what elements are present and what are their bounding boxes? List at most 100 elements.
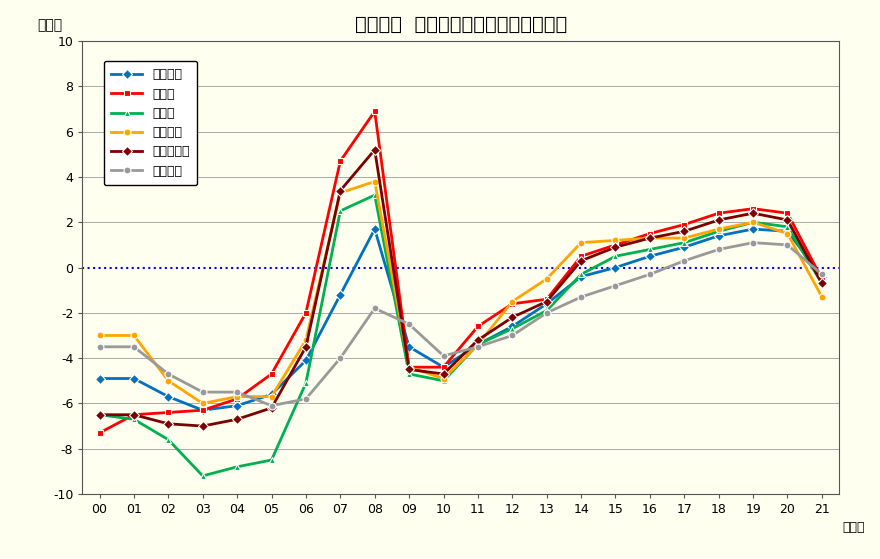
名古屋圈 bbox=[128, 332, 139, 339]
全国平均 bbox=[301, 357, 312, 364]
東京圈 bbox=[128, 411, 139, 418]
三大都市圈 bbox=[782, 217, 793, 224]
地方平均 bbox=[576, 293, 586, 300]
大阪圈 bbox=[267, 457, 277, 463]
三大都市圈 bbox=[197, 423, 208, 429]
全国平均 bbox=[404, 343, 414, 350]
名古屋圈 bbox=[610, 237, 620, 244]
Line: 大阪圈: 大阪圈 bbox=[96, 192, 825, 480]
三大都市圈 bbox=[128, 411, 139, 418]
地方平均 bbox=[231, 389, 242, 395]
東京圈 bbox=[473, 323, 483, 330]
東京圈 bbox=[335, 158, 346, 164]
三大都市圈 bbox=[714, 217, 724, 224]
地方平均 bbox=[335, 355, 346, 362]
地方平均 bbox=[370, 305, 380, 312]
地方平均 bbox=[197, 389, 208, 395]
東京圈 bbox=[301, 310, 312, 316]
東京圈 bbox=[679, 221, 690, 228]
三大都市圈 bbox=[610, 244, 620, 250]
Line: 全国平均: 全国平均 bbox=[96, 226, 825, 414]
名古屋圈 bbox=[370, 178, 380, 185]
Text: （％）: （％） bbox=[37, 18, 62, 32]
地方平均 bbox=[128, 343, 139, 350]
Legend: 全国平均, 東京圈, 大阪圈, 名古屋圈, 三大都市圈, 地方平均: 全国平均, 東京圈, 大阪圈, 名古屋圈, 三大都市圈, 地方平均 bbox=[104, 61, 197, 185]
地方平均 bbox=[163, 371, 173, 377]
大阪圈 bbox=[610, 253, 620, 259]
全国平均 bbox=[473, 341, 483, 348]
全国平均 bbox=[128, 375, 139, 382]
名古屋圈 bbox=[473, 341, 483, 348]
三大都市圈 bbox=[335, 187, 346, 194]
地方平均 bbox=[404, 321, 414, 328]
全国平均 bbox=[197, 407, 208, 414]
全国平均 bbox=[817, 273, 827, 280]
東京圈 bbox=[748, 205, 759, 212]
東京圈 bbox=[782, 210, 793, 216]
東京圈 bbox=[267, 371, 277, 377]
地方平均 bbox=[267, 402, 277, 409]
大阪圈 bbox=[301, 380, 312, 386]
全国平均 bbox=[370, 226, 380, 233]
三大都市圈 bbox=[370, 146, 380, 153]
東京圈 bbox=[576, 253, 586, 259]
地方平均 bbox=[679, 257, 690, 264]
地方平均 bbox=[817, 271, 827, 278]
大阪圈 bbox=[645, 246, 656, 253]
東京圈 bbox=[541, 296, 552, 302]
三大都市圈 bbox=[748, 210, 759, 216]
全国平均 bbox=[748, 226, 759, 233]
三大都市圈 bbox=[163, 420, 173, 427]
地方平均 bbox=[438, 353, 449, 359]
大阪圈 bbox=[782, 224, 793, 230]
東京圈 bbox=[231, 396, 242, 402]
地方平均 bbox=[94, 343, 105, 350]
全国平均 bbox=[163, 394, 173, 400]
名古屋圈 bbox=[231, 394, 242, 400]
Text: （年）: （年） bbox=[843, 521, 865, 534]
名古屋圈 bbox=[817, 293, 827, 300]
三大都市圈 bbox=[404, 366, 414, 373]
大阪圈 bbox=[370, 192, 380, 198]
名古屋圈 bbox=[576, 239, 586, 246]
三大都市圈 bbox=[541, 298, 552, 305]
Title: 公示価格  年別変動率の推移（全用途）: 公示価格 年別変動率の推移（全用途） bbox=[355, 15, 567, 34]
全国平均 bbox=[645, 253, 656, 259]
三大都市圈 bbox=[507, 314, 517, 321]
三大都市圈 bbox=[645, 235, 656, 241]
全国平均 bbox=[576, 273, 586, 280]
三大都市圈 bbox=[301, 343, 312, 350]
大阪圈 bbox=[714, 228, 724, 235]
東京圈 bbox=[507, 300, 517, 307]
名古屋圈 bbox=[645, 235, 656, 241]
三大都市圈 bbox=[679, 228, 690, 235]
地方平均 bbox=[610, 282, 620, 289]
全国平均 bbox=[610, 264, 620, 271]
大阪圈 bbox=[438, 377, 449, 384]
地方平均 bbox=[507, 332, 517, 339]
大阪圈 bbox=[473, 341, 483, 348]
地方平均 bbox=[301, 396, 312, 402]
全国平均 bbox=[679, 244, 690, 250]
名古屋圈 bbox=[748, 219, 759, 226]
全国平均 bbox=[714, 233, 724, 239]
東京圈 bbox=[404, 364, 414, 371]
大阪圈 bbox=[335, 207, 346, 214]
三大都市圈 bbox=[94, 411, 105, 418]
三大都市圈 bbox=[817, 280, 827, 287]
名古屋圈 bbox=[507, 298, 517, 305]
全国平均 bbox=[507, 323, 517, 330]
地方平均 bbox=[645, 271, 656, 278]
Line: 地方平均: 地方平均 bbox=[96, 239, 825, 409]
名古屋圈 bbox=[335, 190, 346, 196]
地方平均 bbox=[714, 246, 724, 253]
大阪圈 bbox=[679, 239, 690, 246]
大阪圈 bbox=[817, 280, 827, 287]
名古屋圈 bbox=[404, 364, 414, 371]
名古屋圈 bbox=[267, 394, 277, 400]
三大都市圈 bbox=[267, 405, 277, 411]
名古屋圈 bbox=[301, 337, 312, 343]
全国平均 bbox=[335, 291, 346, 298]
名古屋圈 bbox=[679, 235, 690, 241]
東京圈 bbox=[645, 230, 656, 237]
